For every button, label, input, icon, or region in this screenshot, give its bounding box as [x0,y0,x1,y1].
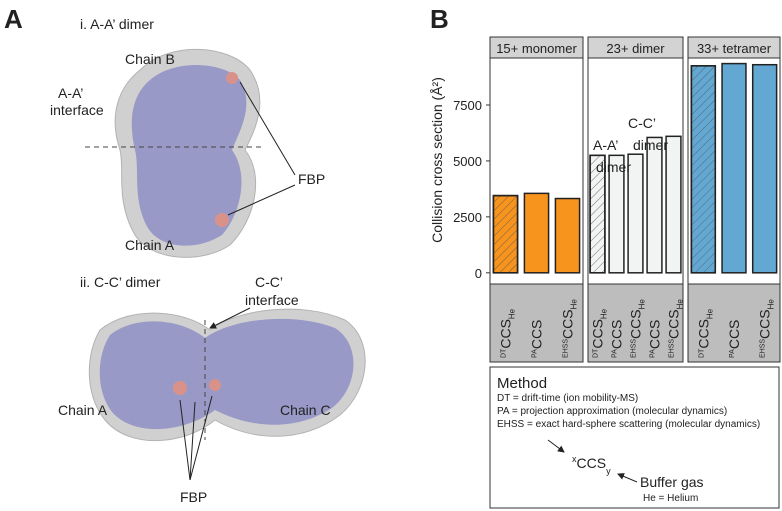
label-strip [687,283,781,363]
x-tick-label: PACCS [609,320,625,358]
method-line: DT = drift-time (ion mobility-MS) [497,393,638,404]
panel-label: A [4,4,23,34]
label-main: CCS [647,320,663,350]
buffer-label: Buffer gas [640,474,704,490]
label-main: CCS [590,319,606,349]
x-tick-label: PACCS [647,320,663,358]
y-axis-label: Collision cross section (Å²) [429,77,445,243]
y-tick-label: 7500 [453,98,482,113]
interface-label: interface [245,292,299,308]
bar [721,62,747,274]
bar [646,136,663,274]
label-pre: EHSS [563,339,570,358]
x-tick-label: DTCCSHe [498,308,517,358]
label-sub: He [600,308,609,319]
label-sub: He [676,299,685,310]
fbp-label: FBP [180,489,207,505]
x-tick-label: EHSSCCSHe [628,299,647,358]
interface-label: interface [50,102,104,118]
y-tick-label: 5000 [453,154,482,169]
label-main: CCS [726,320,742,350]
formula-main: CCS [577,455,607,471]
annotation: A-A’ [593,137,618,153]
structure-top [85,48,296,258]
label-pre: PA [650,349,657,358]
formula-sub: y [606,466,611,476]
label-main: CCS [695,319,711,349]
interface-label: A-A’ [58,85,83,101]
helium-label: He = Helium [643,493,698,504]
label-main: CCS [529,320,545,350]
label-pre: DT [698,348,705,358]
label-pre: EHSS [669,339,676,358]
formula-pre: x [572,454,577,464]
label-sub: He [508,308,517,319]
y-tick-label: 0 [475,266,482,281]
label-strip [587,283,684,363]
label-main: CCS [498,319,514,349]
structure-title: i. A-A’ dimer [80,16,154,32]
facet-title: 23+ dimer [606,41,665,56]
method-line: PA = projection approximation (molecular… [497,406,727,417]
panel-label: B [430,4,449,34]
chain-label: Chain B [125,51,175,67]
bar-hatch [492,194,519,274]
label-pre: DT [501,348,508,358]
label-pre: PA [612,349,619,358]
bar [751,63,778,274]
label-sub: He [705,308,714,319]
method-box [489,366,780,509]
chain-label: Chain A [125,237,175,253]
bar-hatch [690,65,717,274]
annotation: dimer [596,159,631,175]
label-main: CCS [666,309,682,339]
label-main: CCS [560,309,576,339]
method-line: EHSS = exact hard-sphere scattering (mol… [497,419,760,430]
fbp-label: FBP [298,171,325,187]
bar [627,153,644,274]
x-tick-label: EHSSCCSHe [560,299,579,358]
bar [608,154,625,274]
label-sub: He [638,299,647,310]
chain-label: Chain A [58,402,108,418]
label-pre: PA [729,349,736,358]
label-pre: PA [532,349,539,358]
label-main: CCS [609,320,625,350]
label-pre: EHSS [760,339,767,358]
label-sub: He [570,299,579,310]
y-tick-label: 2500 [453,210,482,225]
label-sub: He [767,299,776,310]
x-tick-label: EHSSCCSHe [757,299,776,358]
structure-bottom [88,307,366,481]
label-strip [489,283,584,363]
x-tick-label: PACCS [726,320,742,358]
bar [665,135,682,274]
method-title: Method [497,375,547,392]
structure-title: ii. C-C’ dimer [80,274,161,290]
facet-title: 33+ tetramer [697,41,772,56]
x-tick-label: EHSSCCSHe [666,299,685,358]
bar-hatch [589,154,606,274]
bar [554,197,581,274]
annotation: C-C’ [628,115,656,131]
interface-label: C-C’ [255,274,283,290]
x-tick-label: DTCCSHe [590,308,609,358]
label-main: CCS [628,309,644,339]
chain-label: Chain C [280,402,331,418]
annotation: dimer [633,137,668,153]
label-main: CCS [757,309,773,339]
x-tick-label: PACCS [529,320,545,358]
facet-title: 15+ monomer [496,41,577,56]
x-tick-label: DTCCSHe [695,308,714,358]
formula: xCCSy [572,454,611,476]
label-pre: DT [593,348,600,358]
bar [523,192,550,274]
label-pre: EHSS [631,339,638,358]
